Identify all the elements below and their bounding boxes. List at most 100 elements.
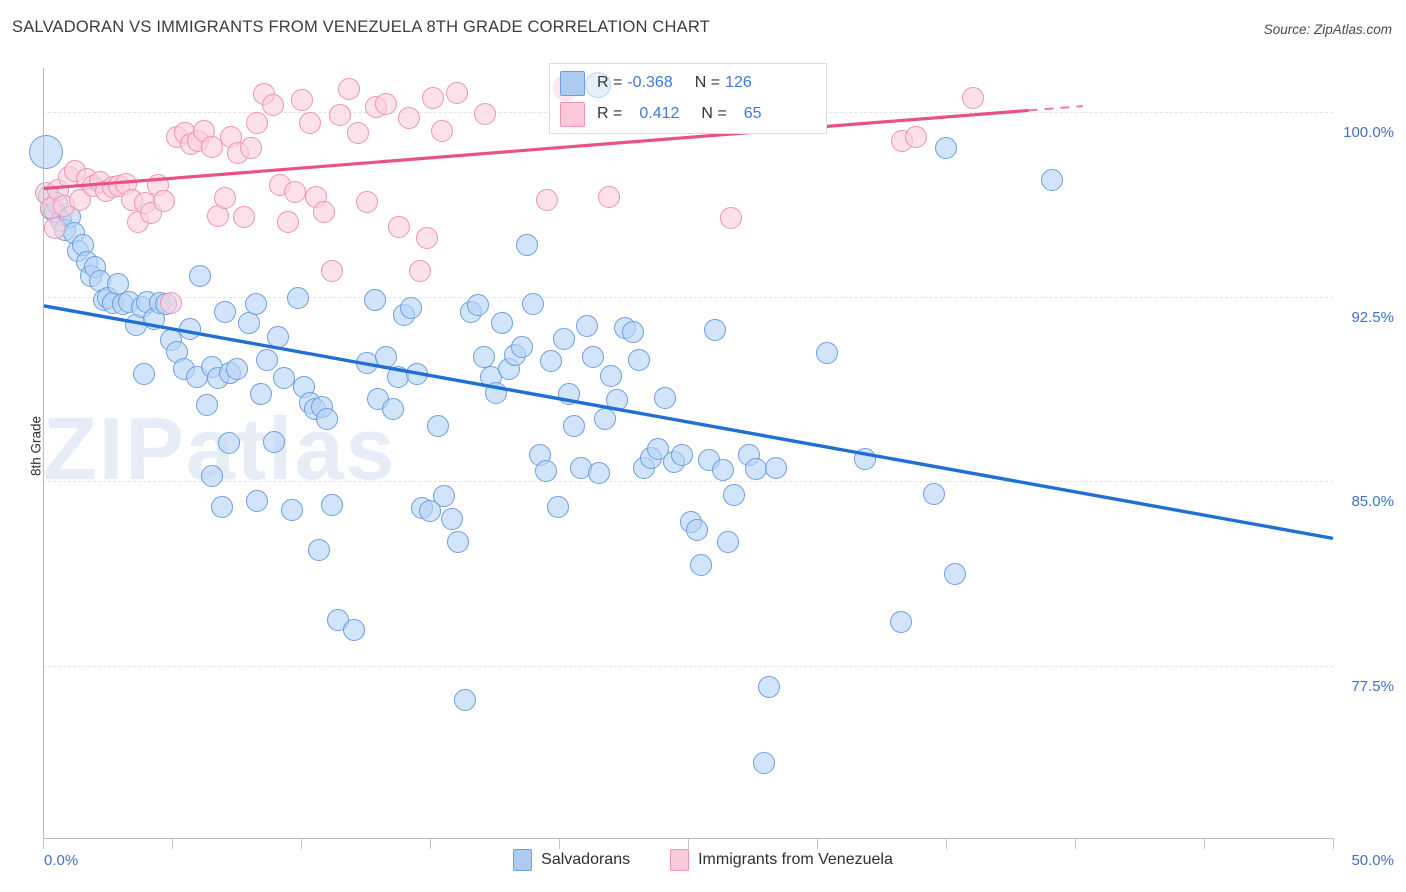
x-axis-tick [1204, 838, 1205, 849]
scatter-point [363, 289, 386, 312]
scatter-point [935, 136, 957, 159]
scatter-point [426, 414, 449, 437]
scatter-point [962, 86, 985, 109]
legend-r-label-pink: R = [597, 105, 623, 122]
legend-swatch-blue [560, 70, 585, 96]
scatter-point [132, 363, 155, 386]
scatter-point [546, 496, 569, 519]
scatter-point [563, 414, 586, 437]
page-title: SALVADORAN VS IMMIGRANTS FROM VENEZUELA … [12, 18, 710, 36]
scatter-point [598, 186, 621, 209]
scatter-point [308, 539, 331, 562]
scatter-point [419, 499, 441, 522]
legend-swatch-venezuela [670, 849, 690, 871]
legend-n-value-blue: 126 [725, 74, 752, 91]
legend-n-label-blue: N = [694, 74, 721, 91]
legend-item-salvadorans[interactable]: Salvadorans [513, 849, 630, 871]
scatter-point [944, 562, 967, 585]
scatter-point [189, 264, 212, 287]
scatter-point [355, 191, 378, 214]
x-axis-tick [946, 838, 947, 849]
scatter-point [889, 610, 912, 633]
scatter-point [280, 498, 303, 521]
scatter-point [337, 77, 360, 100]
trendline-venezuela [42, 108, 1029, 191]
scatter-point [491, 311, 514, 334]
scatter-point [346, 122, 369, 145]
scatter-point [233, 205, 256, 228]
scatter-point [153, 189, 176, 212]
x-axis-label-max: 50.0% [1351, 852, 1394, 869]
scatter-point [246, 112, 269, 135]
gridline [43, 665, 1333, 667]
scatter-point [764, 456, 787, 479]
scatter-point [225, 358, 248, 381]
scatter-point [689, 553, 712, 576]
legend-item-venezuela[interactable]: Immigrants from Venezuela [670, 849, 893, 871]
scatter-point [723, 483, 746, 506]
legend-r-label-blue: R = [597, 74, 623, 91]
scatter-point [923, 482, 946, 505]
scatter-point [283, 181, 306, 204]
scatter-point [195, 394, 218, 417]
scatter-point [510, 336, 533, 359]
scatter-point [320, 259, 343, 282]
scatter-point [599, 364, 622, 387]
scatter-point [536, 188, 559, 211]
scatter-point [388, 215, 411, 238]
scatter-point [540, 349, 563, 372]
scatter-point [320, 493, 343, 516]
scatter-point [313, 200, 336, 223]
scatter-point [246, 489, 269, 512]
legend-swatch-salvadorans [513, 849, 533, 871]
scatter-point [704, 318, 727, 341]
scatter-point [159, 291, 182, 314]
scatter-point [250, 382, 272, 405]
scatter-point [553, 327, 576, 350]
y-axis-tick-label: 77.5% [1351, 677, 1394, 695]
scatter-point [399, 296, 422, 319]
scatter-point [466, 294, 489, 317]
trendline-venezuela-extension [1028, 105, 1083, 112]
scatter-point [430, 119, 453, 142]
gridline [43, 481, 1333, 483]
scatter-point [28, 134, 63, 169]
legend-ghost-dot-2 [585, 72, 611, 98]
legend-n-label-pink: N = [701, 105, 727, 122]
scatter-point [535, 460, 558, 483]
scatter-point [315, 407, 338, 430]
scatter-point [621, 321, 644, 344]
scatter-point [381, 397, 404, 420]
scatter-point [905, 125, 928, 148]
scatter-point [213, 300, 236, 323]
scatter-point [421, 86, 444, 109]
legend-label-venezuela: Immigrants from Venezuela [698, 851, 893, 868]
scatter-point [576, 315, 599, 338]
scatter-point [273, 366, 296, 389]
scatter-point [261, 93, 284, 116]
scatter-point [1040, 168, 1063, 191]
scatter-point [416, 226, 439, 249]
scatter-point [213, 187, 236, 210]
legend-r-value-blue: -0.368 [627, 74, 673, 91]
scatter-point [217, 432, 240, 455]
scatter-point [474, 102, 497, 125]
scatter-point [375, 92, 398, 115]
correlation-legend: R = -0.368 N = 126 R = 0.412 N = 65 [549, 63, 827, 134]
legend-n-value-pink: 65 [743, 105, 762, 122]
scatter-point [653, 386, 676, 409]
legend-row-venezuela: R = 0.412 N = 65 [560, 99, 762, 129]
scatter-point [627, 348, 650, 371]
scatter-point [342, 619, 365, 642]
scatter-point [515, 234, 538, 257]
legend-row-salvadorans: R = -0.368 N = 126 [560, 68, 752, 98]
scatter-point [447, 530, 470, 553]
y-axis-tick-label: 85.0% [1351, 493, 1394, 511]
x-axis-tick [430, 838, 431, 849]
scatter-point [277, 210, 300, 233]
scatter-point [408, 259, 431, 282]
scatter-point [256, 348, 279, 371]
scatter-point [291, 88, 314, 111]
scatter-point [719, 207, 742, 230]
